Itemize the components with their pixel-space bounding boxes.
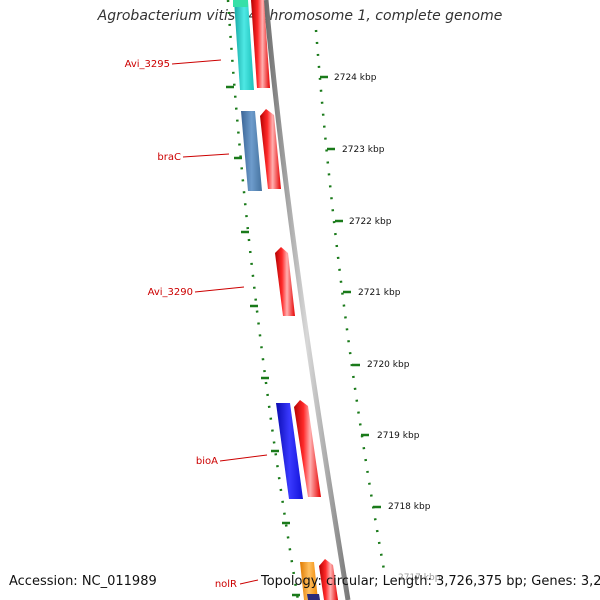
gene-label-brac[interactable]: braC — [157, 152, 181, 163]
ruler-label-2717: 2717 kbp — [398, 573, 441, 583]
gene-bioa-red[interactable] — [294, 400, 321, 497]
ruler-label-2719: 2719 kbp — [377, 431, 420, 441]
ruler-ticks — [320, 75, 381, 509]
gene-label-leaders — [171, 59, 268, 585]
gene-avi3290-red[interactable] — [275, 247, 295, 316]
gene-nolr-orange[interactable] — [300, 562, 318, 600]
ruler-dotted-track — [314, 29, 386, 571]
ruler-label-2722: 2722 kbp — [349, 217, 392, 227]
gene-bioa-blue[interactable] — [276, 403, 303, 499]
gene-avi3295-red[interactable] — [251, 0, 270, 88]
gene-features[interactable] — [233, 0, 338, 600]
genome-stats-text: Topology: circular; Length: 3,726,375 bp… — [261, 574, 600, 589]
gene-bottom-navy[interactable] — [307, 594, 320, 600]
gene-nolr-red[interactable] — [319, 559, 338, 600]
gene-brac-red[interactable] — [260, 109, 281, 189]
gene-label-avi3290[interactable]: Avi_3290 — [148, 287, 193, 298]
gene-label-avi3295[interactable]: Avi_3295 — [125, 59, 170, 70]
map-title: Agrobacterium vitis S4 chromosome 1, com… — [97, 8, 503, 24]
gene-label-bioa[interactable]: bioA — [196, 456, 218, 467]
ruler-label-2721: 2721 kbp — [358, 288, 401, 298]
gene-brac-steelblue[interactable] — [241, 111, 262, 191]
gene-top-green-cap — [233, 0, 248, 7]
gene-label-nolr[interactable]: nolR — [215, 579, 237, 590]
ruler-label-2724: 2724 kbp — [334, 73, 377, 83]
ruler-label-2718: 2718 kbp — [388, 502, 431, 512]
inner-track-ticks — [226, 85, 300, 597]
chromosome-backbone — [263, 0, 351, 600]
ruler-label-2723: 2723 kbp — [342, 145, 385, 155]
gene-avi3295-cyan[interactable] — [234, 0, 254, 90]
accession-text: Accession: NC_011989 — [9, 574, 157, 589]
ruler-label-2720: 2720 kbp — [367, 360, 410, 370]
